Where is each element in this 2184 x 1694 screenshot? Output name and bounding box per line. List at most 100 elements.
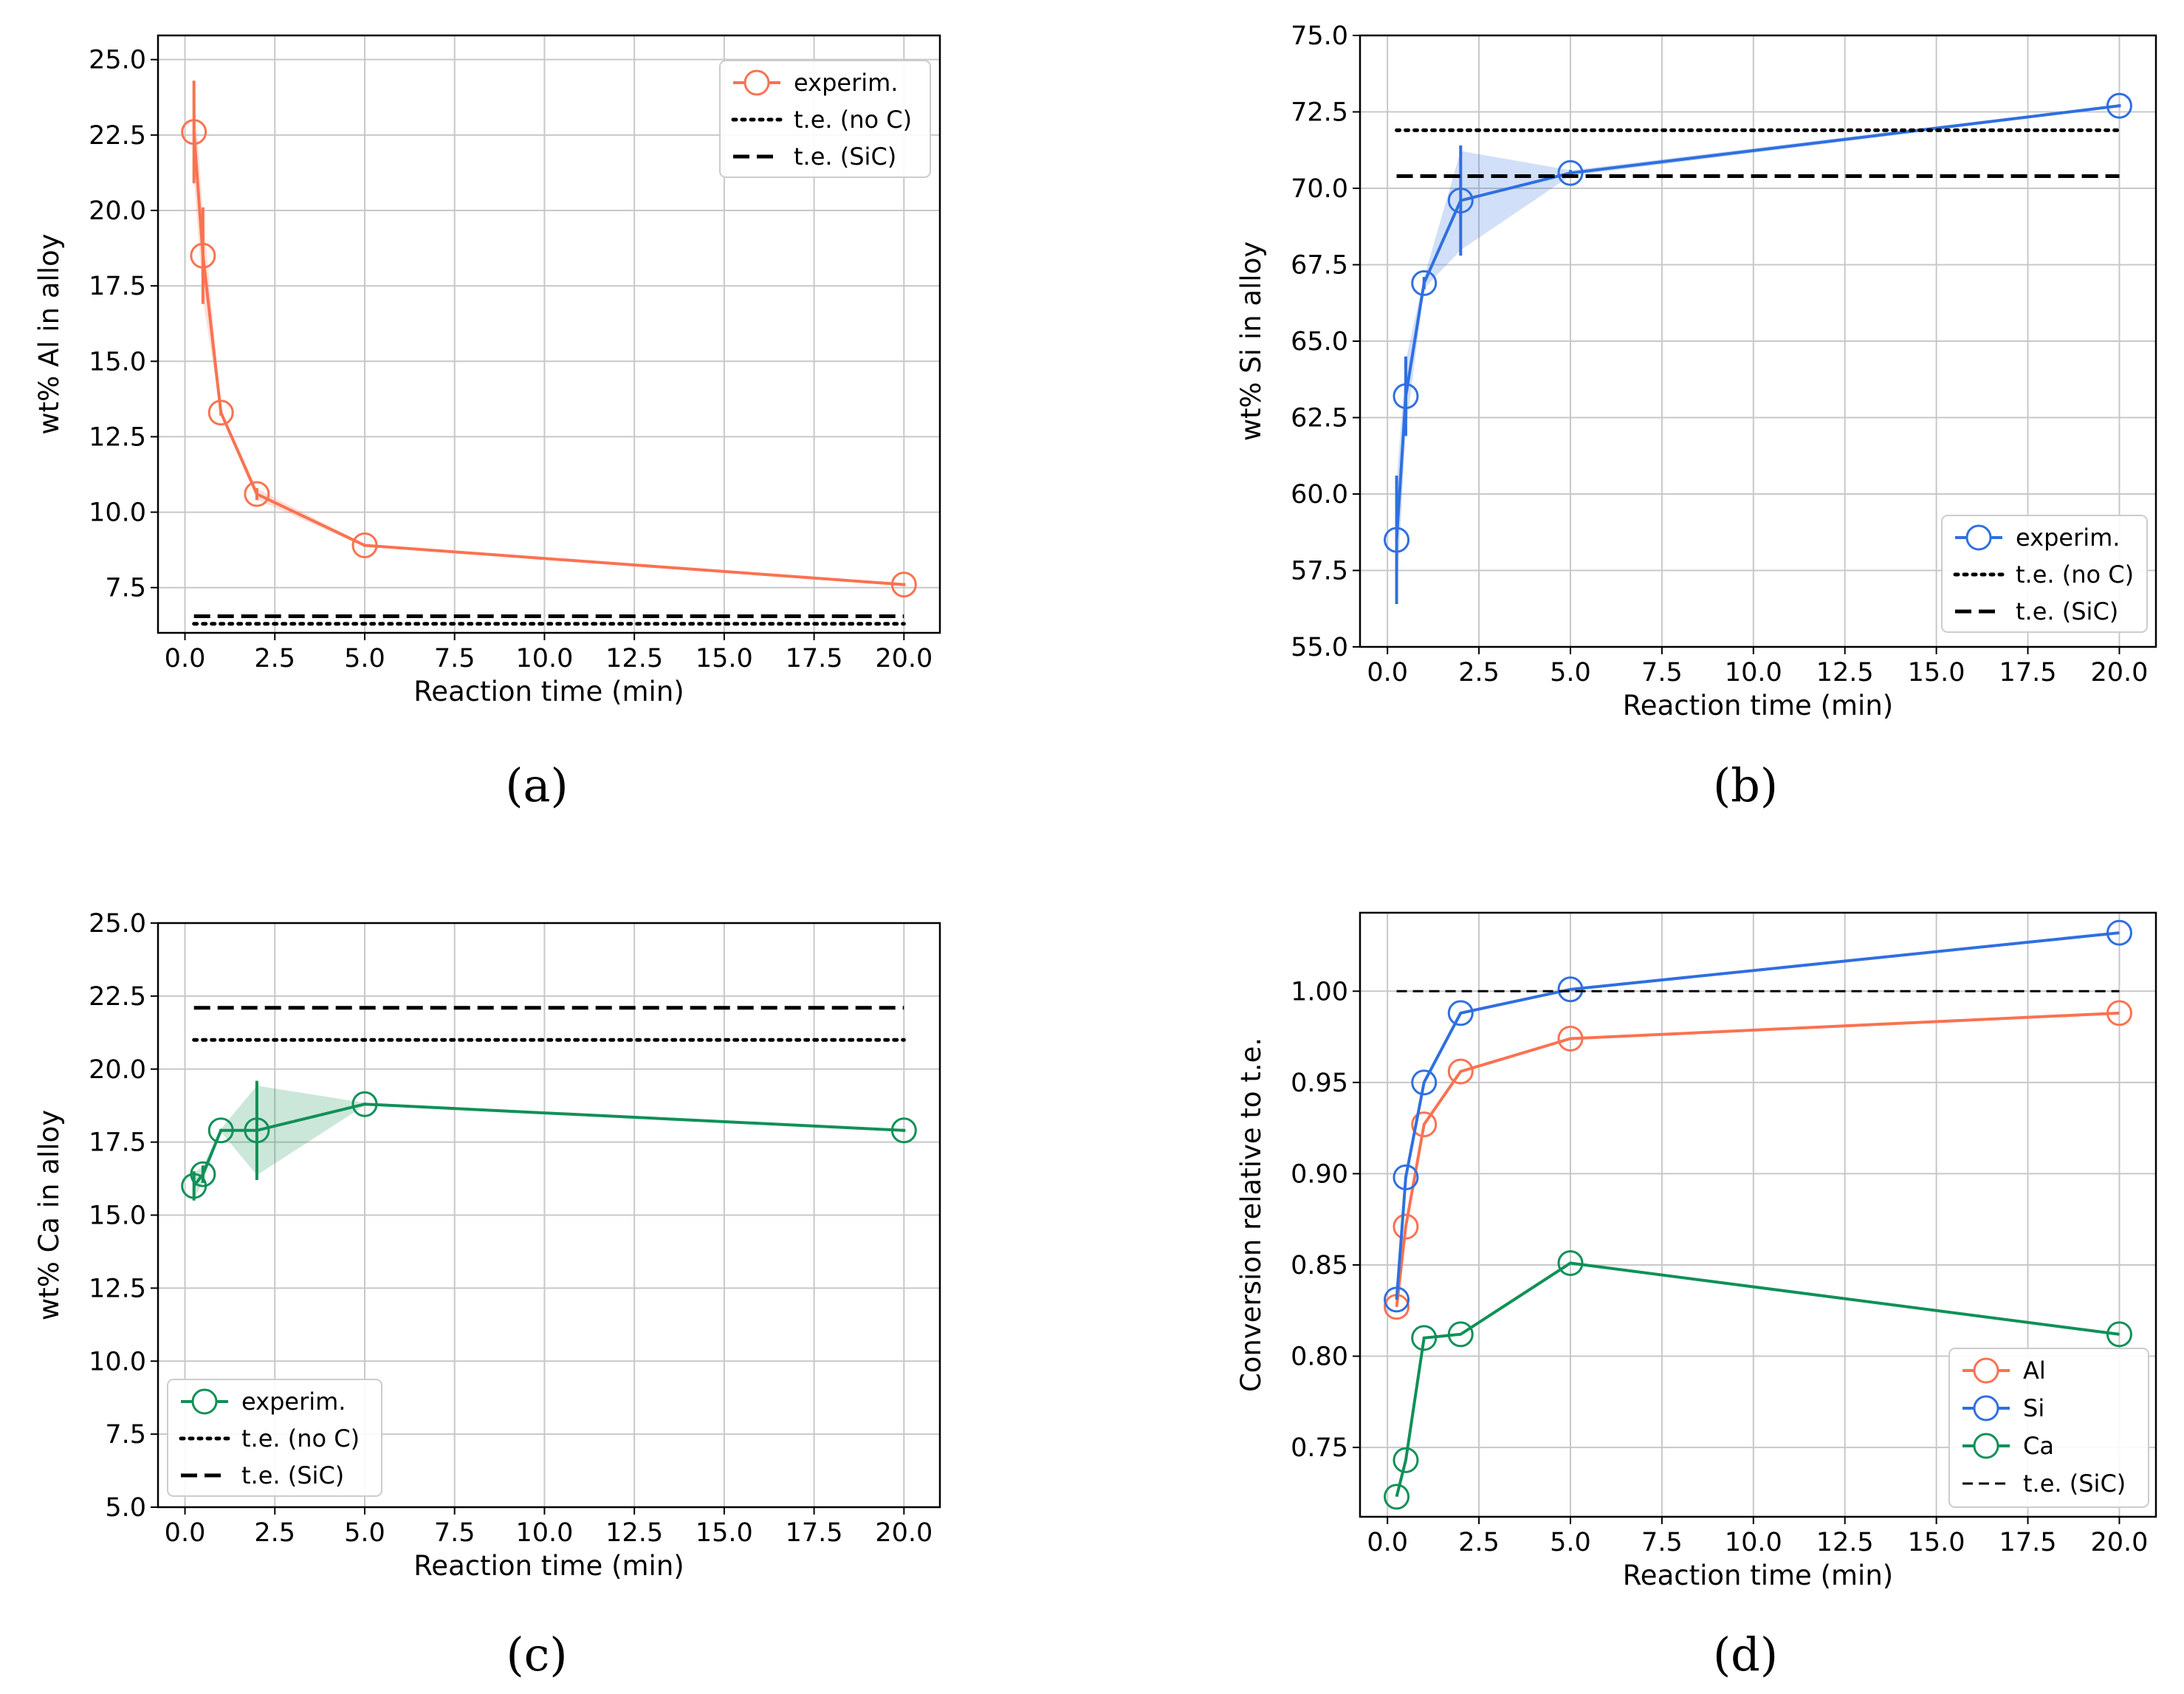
legend-label: Ca: [2023, 1432, 2054, 1460]
y-tick-label: 0.75: [1291, 1433, 1348, 1463]
data-point: [890, 1117, 917, 1144]
y-tick-label: 65.0: [1291, 327, 1348, 357]
data-point: [207, 1117, 234, 1144]
legend-label: t.e. (SiC): [794, 143, 896, 171]
y-tick-label: 75.0: [1291, 21, 1348, 51]
x-tick-label: 7.5: [434, 644, 475, 673]
y-tick-label: 60.0: [1291, 480, 1348, 510]
y-tick-label: 57.5: [1291, 557, 1348, 586]
data-point: [2106, 1321, 2132, 1348]
legend-entry: Al: [1962, 1357, 2046, 1385]
x-tick-label: 12.5: [605, 1518, 663, 1548]
x-tick-label: 0.0: [1367, 1528, 1408, 1557]
x-tick-label: 10.0: [1725, 1528, 1782, 1557]
series-line-experim-: [192, 131, 904, 586]
x-tick-label: 10.0: [1725, 658, 1782, 687]
x-tick-label: 12.5: [605, 644, 663, 673]
legend-c: experim. t.e. (no C) t.e. (SiC): [167, 1379, 382, 1497]
legend-entry: t.e. (no C): [179, 1424, 360, 1453]
y-axis-label: wt% Al in alloy: [33, 233, 65, 434]
legend-label: Si: [2023, 1394, 2044, 1422]
y-tick-label: 15.0: [89, 1201, 146, 1231]
x-tick-label: 5.0: [1550, 658, 1591, 687]
y-tick-label: 70.0: [1291, 174, 1348, 204]
data-point: [1393, 1447, 1419, 1473]
x-tick-label: 2.5: [1458, 658, 1500, 687]
y-axis-label: wt% Ca in alloy: [33, 1110, 65, 1320]
panel-a: 0.0 2.5 5.0 7.5 10.0 12.5 15.0 17.5 20.0 7.5 10.0 1…: [33, 34, 941, 812]
data-point: [2106, 92, 2132, 119]
panel-d: 0.0 2.5 5.0 7.5 10.0 12.5 15.0 17.5 20.0 0.75 0.80…: [1235, 911, 2157, 1681]
panel-label: (a): [505, 758, 568, 812]
y-tick-label: 0.85: [1291, 1251, 1348, 1280]
data-point: [351, 1091, 378, 1117]
legend-marker: [1973, 1395, 1999, 1422]
x-tick-label: 17.5: [1999, 658, 2057, 687]
data-point: [1557, 1249, 1584, 1276]
legend-label: t.e. (no C): [241, 1424, 360, 1453]
uncertainty-band: [1396, 104, 2120, 598]
data-point: [2106, 1000, 2132, 1026]
y-tick-label: 12.5: [89, 422, 146, 452]
y-tick-label: 25.0: [89, 46, 146, 75]
series-line-si: [1395, 931, 2120, 1300]
axes-frame: [157, 34, 941, 634]
legend-box: [1941, 515, 2148, 633]
x-tick-label: 7.5: [1641, 1528, 1683, 1557]
axes-frame: [1359, 34, 2157, 648]
legend-box: [719, 60, 931, 178]
series-line-ca: [1395, 1261, 2120, 1498]
legend-entry: experim.: [733, 69, 898, 97]
x-tick-label: 7.5: [1641, 658, 1683, 687]
x-tick-label: 2.5: [254, 1518, 295, 1548]
y-tick-label: 17.5: [89, 272, 146, 301]
legend-marker: [191, 1388, 218, 1415]
legend-label: experim.: [241, 1388, 346, 1416]
y-tick-label: 7.5: [105, 574, 146, 603]
axes-frame: [1359, 911, 2157, 1518]
legend-entry: experim.: [1955, 524, 2120, 552]
y-tick-label: 22.5: [89, 121, 146, 151]
x-tick-label: 15.0: [696, 1518, 753, 1548]
legend-marker: [1965, 524, 1992, 551]
legend-box: [1948, 1348, 2149, 1508]
x-tick-label: 17.5: [1999, 1528, 2057, 1557]
series-line-experim-: [1395, 104, 2120, 541]
data-point: [1393, 383, 1419, 410]
legend-label: t.e. (SiC): [2016, 597, 2118, 625]
y-tick-label: 20.0: [89, 196, 146, 226]
x-tick-label: 15.0: [696, 644, 753, 673]
legend-label: Al: [2023, 1357, 2046, 1385]
data-point: [1384, 527, 1410, 553]
data-point: [181, 119, 207, 145]
x-tick-label: 20.0: [2090, 1528, 2148, 1557]
x-tick-label: 10.0: [515, 1518, 573, 1548]
x-tick-label: 0.0: [165, 644, 206, 673]
data-point: [1557, 160, 1584, 186]
y-tick-label: 22.5: [89, 982, 146, 1012]
y-tick-label: 15.0: [89, 347, 146, 377]
y-tick-label: 10.0: [89, 1347, 146, 1376]
legend-entry: t.e. (no C): [731, 106, 912, 134]
plot-area-d: [1384, 919, 2132, 1510]
x-tick-label: 12.5: [1816, 658, 1874, 687]
y-tick-label: 0.90: [1291, 1159, 1348, 1189]
data-point: [244, 481, 270, 507]
data-point: [890, 572, 917, 598]
series-line-al: [1395, 1011, 2120, 1308]
data-point: [1411, 1111, 1438, 1138]
y-tick-label: 0.95: [1291, 1069, 1348, 1098]
legend-label: experim.: [794, 69, 898, 97]
legend-entry: t.e. (SiC): [1955, 597, 2118, 625]
uncertainty-band: [193, 1086, 904, 1199]
legend-b: experim. t.e. (no C) t.e. (SiC): [1941, 515, 2148, 633]
x-tick-label: 0.0: [1367, 658, 1408, 687]
data-point: [2106, 919, 2132, 946]
data-point: [1384, 1286, 1410, 1313]
y-tick-label: 25.0: [89, 909, 146, 939]
x-axis-label: Reaction time (min): [413, 676, 684, 707]
data-point: [1411, 270, 1438, 296]
axes-frame: [157, 922, 941, 1509]
panel-c: 0.0 2.5 5.0 7.5 10.0 12.5 15.0 17.5 20.0 5.0 7.5 10…: [33, 909, 941, 1681]
y-tick-label: 1.00: [1291, 977, 1348, 1007]
